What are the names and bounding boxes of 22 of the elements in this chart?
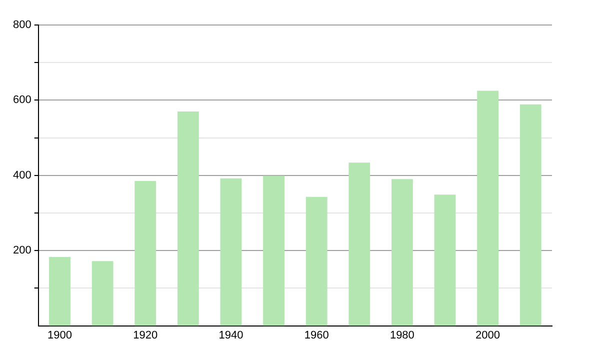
x-tick-label: 1900 <box>48 329 72 342</box>
y-tick-label: 200 <box>12 244 32 257</box>
bar <box>477 90 498 326</box>
bar <box>348 162 370 326</box>
bar <box>263 176 284 326</box>
bar <box>434 194 456 326</box>
x-tick-label: 1960 <box>304 329 329 342</box>
bar <box>92 261 114 326</box>
x-tick-label: 2000 <box>476 329 500 342</box>
y-tick-label: 400 <box>12 169 32 182</box>
bar <box>49 256 70 326</box>
y-tick-label: 600 <box>12 94 32 106</box>
bar <box>306 196 328 326</box>
y-tick-label: 800 <box>12 19 32 32</box>
bar <box>220 178 242 326</box>
bar <box>177 111 199 326</box>
x-tick-label: 1980 <box>390 329 414 342</box>
x-tick-label: 1920 <box>133 329 158 342</box>
bar <box>134 181 156 326</box>
bar <box>391 179 413 326</box>
bar <box>520 104 542 326</box>
x-tick-label: 1940 <box>218 329 244 342</box>
